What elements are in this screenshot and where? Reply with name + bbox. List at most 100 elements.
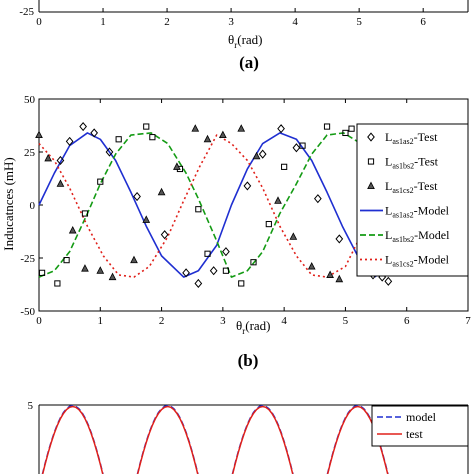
panel-c-series-test <box>231 405 294 474</box>
data-point-triangle <box>203 134 212 143</box>
data-point-square <box>265 220 272 228</box>
data-point-triangle <box>326 270 334 278</box>
panel-b-legend: Las1as2-TestLas1bs2-TestLas1cs2-TestLas1… <box>356 123 469 277</box>
panel-a-xtick-label: 3 <box>228 16 234 28</box>
legend-label-base: L <box>385 253 392 267</box>
panel-a-xlabel-sub: r <box>234 40 237 50</box>
legend-label-suffix: -Test <box>414 130 438 144</box>
panel-b-ylabel: Inducatnces (mH) <box>1 157 16 251</box>
data-point-square <box>250 259 257 266</box>
legend-marker-diamond <box>367 132 375 142</box>
data-point-triangle <box>237 124 246 132</box>
data-point-triangle <box>96 266 105 274</box>
data-point-diamond <box>335 234 344 244</box>
series-line-solid <box>38 132 377 278</box>
data-point-triangle <box>44 153 53 162</box>
data-point-square <box>38 269 46 276</box>
data-point-triangle <box>56 179 65 187</box>
panel-c-ytick-label: 5 <box>28 400 34 412</box>
data-point-triangle <box>68 225 77 234</box>
panel-a-xtick-label: 1 <box>100 16 106 28</box>
panel-c-series-model <box>231 404 294 474</box>
data-point-triangle <box>307 262 316 270</box>
data-point-diamond <box>292 143 301 153</box>
panel-c-legend-label: model <box>406 410 437 424</box>
data-point-triangle <box>191 124 200 132</box>
legend-label-base: L <box>385 228 392 242</box>
legend-label-sub: as1cs2 <box>392 186 413 195</box>
panel-b-xtick-label: 0 <box>36 315 42 327</box>
legend-box <box>356 123 469 277</box>
data-point-diamond <box>133 191 141 202</box>
data-point-square <box>54 280 61 287</box>
panel-b-xlabel-sub: r <box>242 326 245 336</box>
panel-a-xtick-label: 6 <box>420 16 426 28</box>
legend-label-sub: as1cs2 <box>392 260 413 269</box>
legend-label: Las1bs2-Test <box>385 155 439 171</box>
legend-label-base: L <box>385 179 392 193</box>
legend-label: Las1as2-Model <box>385 204 450 220</box>
panel-c-series-model <box>136 404 199 474</box>
panel-b-xtick-label: 3 <box>220 315 226 327</box>
panel-b-label: (b) <box>238 351 259 370</box>
panel-b-xtick-label: 6 <box>404 315 410 327</box>
panel-a-xlabel-main: θ <box>228 32 234 47</box>
panel-a-xlabel: θr(rad) <box>228 32 263 50</box>
panel-b-ytick-label: 50 <box>24 94 36 106</box>
panel-b-markers <box>35 121 393 289</box>
legend-label-suffix: -Test <box>414 155 438 169</box>
data-point-square <box>299 142 306 149</box>
data-point-diamond <box>56 155 65 166</box>
legend-label-base: L <box>385 155 392 169</box>
data-point-diamond <box>258 149 267 159</box>
legend-label-suffix: -Model <box>414 204 450 218</box>
legend-label-sub: as1bs2 <box>392 235 414 244</box>
panel-b-xtick-label: 4 <box>281 315 287 327</box>
panel-b-xlabel-unit: (rad) <box>245 318 270 333</box>
data-point-diamond <box>277 124 285 134</box>
data-point-square <box>81 210 89 217</box>
panel-b-xtick-label: 1 <box>98 315 104 327</box>
data-point-triangle <box>219 130 227 139</box>
legend-label-sub: as1bs2 <box>392 162 414 171</box>
series-line-dotted <box>38 134 377 278</box>
panel-b-xtick-label: 7 <box>465 315 471 327</box>
panel-c: 5 model test <box>28 400 469 474</box>
panel-c-series-test <box>136 405 199 474</box>
panel-b-xlabel-main: θ <box>236 318 242 333</box>
data-point-diamond <box>384 276 393 286</box>
data-point-square <box>195 206 202 213</box>
data-point-triangle <box>130 255 138 264</box>
panel-c-series-test <box>41 405 104 474</box>
panel-a-ytick-label: -25 <box>19 6 34 18</box>
data-point-triangle <box>173 162 181 170</box>
panel-a-xtick-label: 2 <box>164 16 170 28</box>
legend-label-suffix: -Model <box>414 253 450 267</box>
panel-b-series <box>38 132 377 278</box>
data-point-triangle <box>252 151 261 160</box>
data-point-diamond <box>79 121 87 132</box>
panel-b: Inducatnces (mH) 0 1 2 3 4 5 6 7 50 25 0 -25 -50 Las… <box>1 94 471 370</box>
panel-a-xtick-label: 0 <box>36 16 42 28</box>
panel-c-legend-box <box>371 405 469 447</box>
data-point-square <box>348 125 355 132</box>
data-point-triangle <box>35 130 43 139</box>
panel-b-xlabel: θr(rad) <box>236 318 271 336</box>
data-point-triangle <box>335 274 344 283</box>
data-point-diamond <box>90 128 99 138</box>
panel-c-series-model <box>41 404 104 474</box>
data-point-square <box>204 250 211 257</box>
data-point-diamond <box>194 278 203 289</box>
panel-a: -25 0 1 2 3 4 5 6 θr(rad) (a) <box>19 0 469 72</box>
data-point-square <box>222 267 230 274</box>
legend-label-base: L <box>385 130 392 144</box>
panel-b-ytick-label: 25 <box>24 147 36 159</box>
legend-label-suffix: -Model <box>414 228 450 242</box>
data-point-diamond <box>313 194 322 204</box>
legend-label: Las1cs2-Test <box>385 179 438 195</box>
data-point-square <box>143 123 150 130</box>
legend-label-suffix: -Test <box>414 179 438 193</box>
panel-c-legend-label: test <box>406 427 423 441</box>
legend-marker-square <box>367 158 375 165</box>
